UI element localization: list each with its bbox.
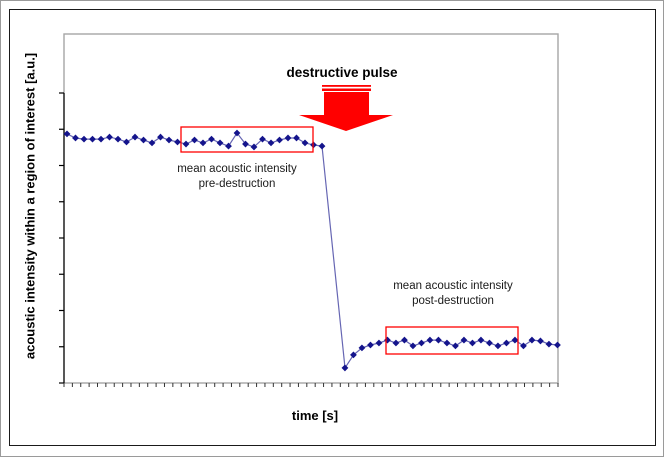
pre-annotation-line1: mean acoustic intensity — [177, 163, 297, 175]
y-axis-label: acoustic intensity within a region of in… — [22, 52, 38, 360]
pre-destruction-annotation: mean acoustic intensity pre-destruction — [142, 162, 332, 192]
pre-annotation-line2: pre-destruction — [198, 178, 276, 190]
destructive-pulse-arrow-icon — [299, 85, 393, 131]
x-axis-label: time [s] — [291, 408, 339, 423]
post-annotation-line2: post-destruction — [412, 295, 494, 307]
post-annotation-line1: mean acoustic intensity — [393, 280, 513, 292]
figure-frame — [9, 9, 656, 446]
post-destruction-annotation: mean acoustic intensity post-destruction — [358, 279, 548, 309]
destructive-pulse-label: destructive pulse — [286, 65, 398, 80]
